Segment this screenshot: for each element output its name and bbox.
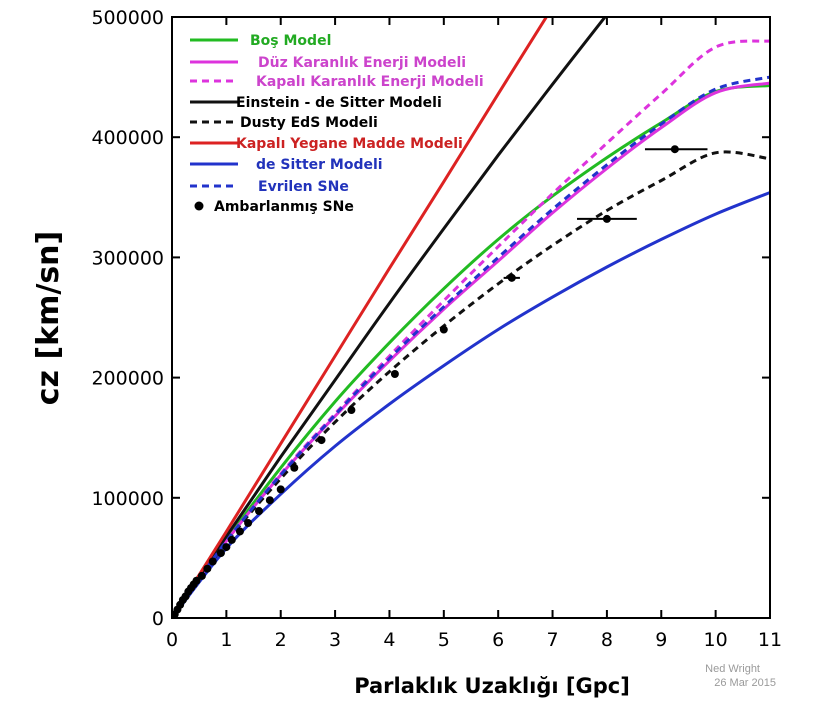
x-tick-label: 7 — [546, 629, 558, 651]
axis-ticks: 0 1 2 3 4 5 6 7 8 9 10 11 0 100000 200000 300000 400000 5… — [91, 7, 782, 651]
legend-evrilen-sne-label: Evrilen SNe — [258, 179, 349, 195]
y-tick-label: 300000 — [91, 247, 164, 269]
plot-frame — [171, 16, 771, 619]
x-tick-label: 9 — [655, 629, 667, 651]
ambarlanmis-sne-point — [254, 507, 263, 516]
legend: Boş Model Düz Karanlık Enerji Modeli Kapal… — [190, 33, 484, 215]
legend-einstein-de-sitter-modeli-label: Einstein - de Sitter Modeli — [236, 95, 442, 111]
ambarlanmis-sne-point — [439, 325, 448, 334]
ambarlanmis-sne-point — [244, 519, 253, 528]
x-tick-label: 1 — [220, 629, 232, 651]
credit-date: 26 Mar 2015 — [714, 677, 776, 689]
ambarlanmis-sne-point — [216, 549, 225, 558]
y-tick-label: 200000 — [91, 368, 164, 390]
legend-kapali-karanlik-enerji-modeli-label: Kapalı Karanlık Enerji Modeli — [256, 74, 484, 90]
ambarlanmis-sne-point — [317, 436, 326, 445]
ambarlanmis-sne-point — [390, 369, 399, 378]
dusty-eds-modeli-line — [172, 150, 770, 618]
x-tick-label: 11 — [758, 629, 782, 651]
plot-area — [172, 17, 770, 618]
evrilen-sne-line — [172, 75, 770, 618]
ambarlanmis-sne-point — [203, 564, 212, 573]
x-tick-label: 6 — [492, 629, 504, 651]
chart-marks — [172, 17, 770, 618]
legend-dusty-eds-modeli-label: Dusty EdS Modeli — [240, 115, 378, 131]
x-axis-title: Parlaklık Uzaklığı [Gpc] — [354, 674, 630, 698]
x-tick-label: 5 — [438, 629, 450, 651]
legend-de-sitter-modeli-label: de Sitter Modeli — [256, 157, 383, 173]
x-tick-label: 3 — [329, 629, 341, 651]
ambarlanmis-sne-point — [290, 463, 299, 472]
ambarlanmis-sne-point — [602, 214, 611, 223]
y-tick-label: 0 — [152, 608, 164, 630]
einstein-de-sitter-modeli-line — [172, 17, 607, 618]
de-sitter-modeli-line — [172, 191, 770, 618]
plot-border — [171, 16, 771, 619]
credit-author: Ned Wright — [705, 663, 760, 675]
kapali-yegane-madde-modeli-line — [172, 17, 549, 618]
legend-kapali-yegane-madde-modeli-label: Kapalı Yegane Madde Modeli — [236, 136, 463, 152]
ambarlanmis-sne-point — [347, 406, 356, 415]
x-tick-label: 2 — [275, 629, 287, 651]
ambarlanmis-sne-point — [197, 571, 206, 580]
legend-bos-model-label: Boş Model — [250, 33, 331, 49]
y-tick-label: 400000 — [91, 127, 164, 149]
legend-ambarlanmis-sne-marker — [194, 201, 204, 211]
ambarlanmis-sne-point — [276, 485, 285, 494]
ambarlanmis-sne-point — [507, 273, 516, 282]
y-axis-title: cz [km/sn] — [31, 231, 66, 406]
legend-ambarlanmis-sne-label: Ambarlanmış SNe — [214, 199, 354, 215]
ambarlanmis-sne-point — [208, 557, 217, 566]
x-tick-label: 10 — [704, 629, 728, 651]
ambarlanmis-sne-point — [235, 527, 244, 536]
x-tick-label: 0 — [166, 629, 178, 651]
legend-duz-karanlik-enerji-modeli-label: Düz Karanlık Enerji Modeli — [258, 55, 466, 71]
ambarlanmis-sne-point — [192, 576, 201, 585]
y-tick-label: 100000 — [91, 488, 164, 510]
y-tick-label: 500000 — [91, 7, 164, 29]
x-tick-label: 8 — [601, 629, 613, 651]
ambarlanmis-sne-point — [265, 496, 274, 505]
ambarlanmis-sne-point — [670, 145, 679, 154]
ambarlanmis-sne-point — [222, 543, 231, 552]
x-tick-label: 4 — [383, 629, 395, 651]
ambarlanmis-sne-point — [227, 535, 236, 544]
